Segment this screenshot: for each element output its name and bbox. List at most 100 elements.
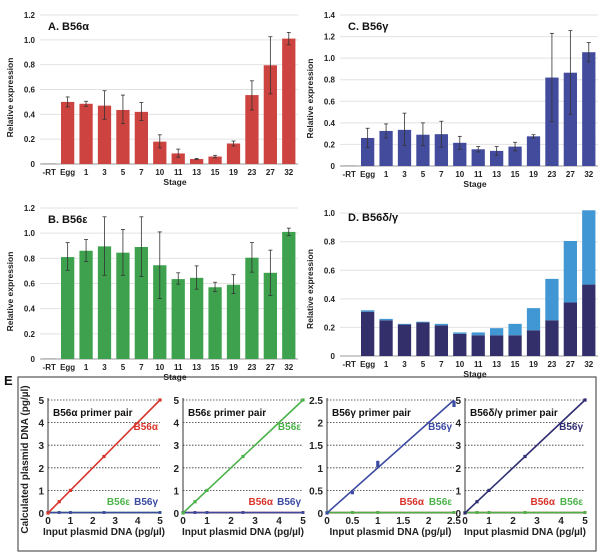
x-tick-label: 7 [439,170,444,179]
bar [79,250,93,359]
x-tick-label: 23 [247,168,256,177]
x-tick-label: 19 [529,170,538,179]
x-tick-label: 13 [492,170,501,179]
bar [563,72,577,166]
bar [263,65,277,164]
y-tick-label: 0.6 [324,97,336,106]
series-label: B56γ [134,497,158,508]
bar [97,246,112,359]
x-tick-label: 2 [228,516,234,527]
x-axis-label: Stage [163,177,186,187]
bar [245,257,259,359]
x-axis-label: Input plasmid DNA (pg/µl) [464,527,586,538]
panel-title: B56ε primer pair [188,408,266,419]
x-axis-label: Stage [463,179,486,189]
bar [490,150,504,166]
x-tick-label: 4 [135,516,141,527]
panel-title: D. B56δ/γ [348,212,399,224]
x-tick-label: 19 [229,363,238,372]
bar [263,272,277,359]
bar-segment-delta [397,324,412,356]
y-tick-label: 3 [38,441,44,452]
y-tick-label: 1 [38,486,44,497]
y-tick-label: 5 [455,396,461,407]
bar-segment-delta [490,335,504,356]
x-tick-label: 13 [192,168,201,177]
data-point [583,511,587,514]
data-point [452,403,456,408]
series-label: B56γ [277,497,301,508]
y-tick-label: 0 [317,509,323,520]
y-tick-label: 2 [173,464,179,475]
y-tick-label: 5 [38,396,44,407]
series-label: B56γ [428,422,452,433]
y-tick-label: 0 [31,160,36,169]
bar [153,265,167,359]
y-tick-label: 0.8 [324,76,336,85]
panel-title: B56δ/γ primer pair [470,408,558,419]
bar-segment-gamma [379,318,393,321]
y-tick-label: 1 [317,464,323,475]
y-tick-label: 0.4 [24,110,36,119]
x-tick-label: 3 [102,168,107,177]
bar-segment-gamma [490,328,504,336]
x-axis-label: Stage [463,369,486,379]
x-tick-label: Egg [360,360,375,369]
y-tick-label: 0 [31,355,36,364]
data-point [487,511,491,514]
data-point [102,454,106,459]
panel-e-label: E [4,373,13,388]
x-tick-label: 1 [204,516,210,527]
data-point [463,511,467,515]
y-tick-label: 4 [173,419,179,430]
x-tick-label: 3 [102,363,107,372]
bar-segment-gamma [416,321,430,323]
x-tick-label: 32 [284,363,293,372]
bar [226,143,241,164]
y-tick-label: 1.2 [324,33,336,42]
series-label: B56α [249,497,274,508]
bar [508,146,522,166]
bar [379,130,393,166]
bar-segment-delta [563,302,577,356]
bar [190,159,204,164]
data-point [376,511,380,514]
bar-segment-delta [361,311,375,356]
y-tick-label: 2.5 [309,396,323,407]
data-point [475,500,479,504]
x-tick-label: 2 [426,516,432,527]
y-tick-label: 4 [455,419,461,430]
bar [434,134,448,166]
bar-segment-delta [434,325,448,356]
x-tick-label: 13 [192,363,201,372]
bar [582,52,596,167]
bar-segment-delta [582,284,596,356]
y-tick-label: 3 [455,441,461,452]
bar-segment-gamma [545,278,559,321]
x-tick-label: 15 [511,170,520,179]
bar-segment-delta [379,320,393,356]
y-tick-label: 1.2 [24,204,36,213]
bar [361,137,375,166]
y-tick-label: 0.8 [324,238,336,247]
y-tick-label: 0 [173,509,179,520]
bar [190,277,204,359]
x-tick-label: 11 [474,170,483,179]
bar [61,101,75,164]
bar-segment-gamma [453,332,467,334]
panel-a: 00.20.40.60.81.01.2-RT Egg 1 3 5 7 10 11 13 15 19 2… [5,11,298,187]
y-axis-label: Relative expression [5,58,15,138]
x-tick-label: 11 [174,363,183,372]
x-tick-label: -RT [343,360,356,369]
x-tick-label: 2 [510,516,516,527]
y-tick-label: 0.2 [324,140,336,149]
bar [397,129,412,166]
x-tick-label: 0 [180,516,186,527]
bar [208,156,222,164]
bar-segment-delta [545,320,559,356]
data-point [205,488,209,492]
data-point [452,400,456,404]
x-tick-label: Egg [360,170,375,179]
